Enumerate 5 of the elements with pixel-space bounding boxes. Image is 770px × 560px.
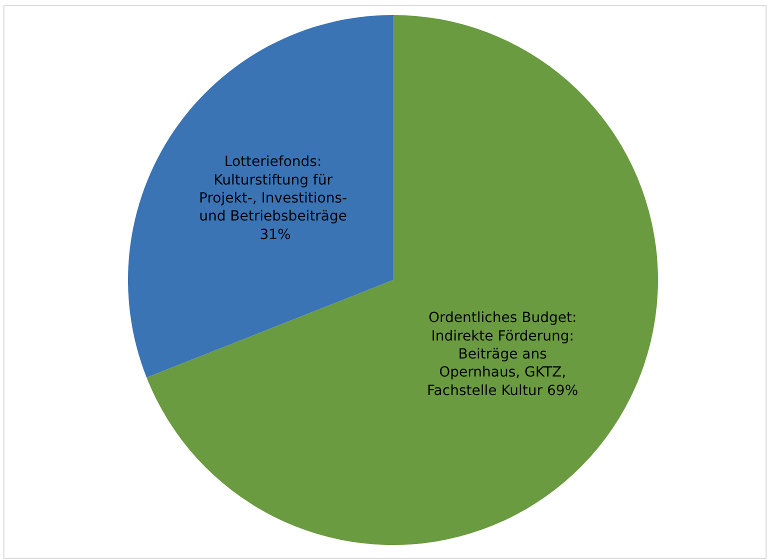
- pie-slice: [128, 15, 393, 378]
- slice-label: Ordentliches Budget: Indirekte Förderung: Beiträge ans Opernhaus, GKTZ, Fachstelle Kultur 69%: [427, 310, 578, 399]
- data-label: 31%: [255, 226, 291, 243]
- pie-slice: [146, 15, 658, 545]
- slice-label: Lotteriefonds: Kulturstiftung für Projekt-, Investitions- und Betriebsbeiträge: [199, 154, 348, 225]
